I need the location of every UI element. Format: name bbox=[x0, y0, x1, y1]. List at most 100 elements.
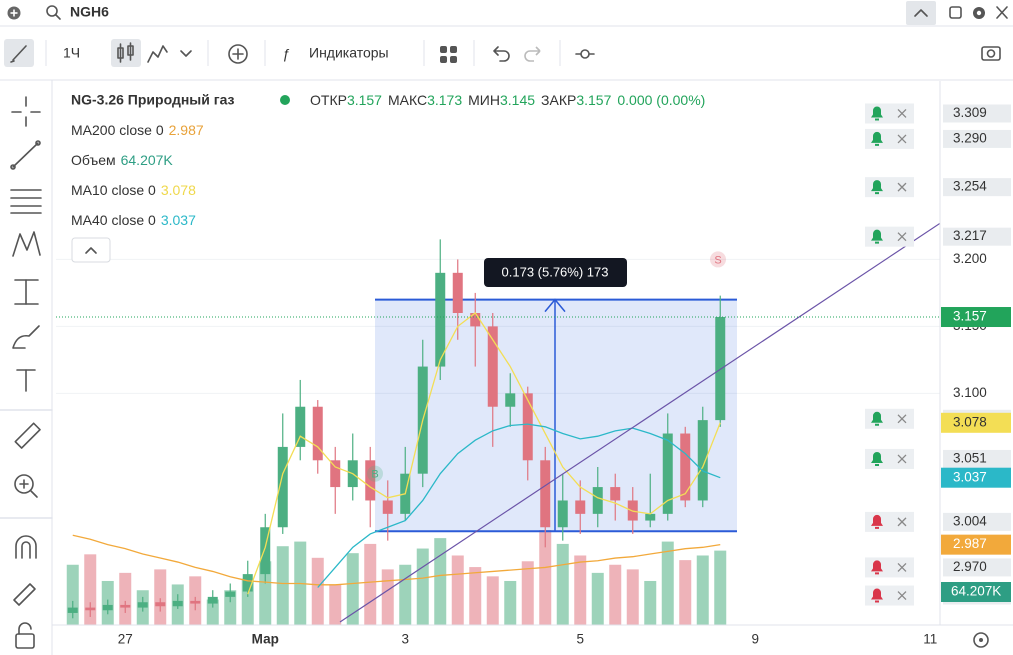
text-tool[interactable] bbox=[16, 369, 36, 392]
screenshot-button[interactable] bbox=[981, 46, 1001, 61]
trade-marker-label: S bbox=[714, 254, 721, 266]
alert-bg bbox=[865, 511, 914, 532]
volume-bar bbox=[626, 569, 639, 625]
volume-bar bbox=[486, 576, 499, 625]
keep-drawing-tool[interactable] bbox=[13, 583, 36, 606]
alert-controls[interactable] bbox=[865, 177, 914, 198]
candle-body bbox=[137, 602, 148, 608]
alert-remove bbox=[897, 182, 907, 192]
alert-bell bbox=[871, 560, 883, 575]
brush-tool[interactable] bbox=[12, 325, 40, 349]
alert-remove bbox=[897, 454, 907, 464]
alert-controls[interactable] bbox=[865, 448, 914, 469]
candle-body bbox=[522, 393, 533, 461]
alert-controls[interactable] bbox=[865, 103, 914, 124]
alert-controls[interactable] bbox=[865, 128, 914, 149]
settings-button[interactable] bbox=[973, 7, 985, 19]
interval-button[interactable]: 1Ч bbox=[63, 45, 80, 61]
x-tick-label: 11 bbox=[923, 632, 937, 647]
alert-remove bbox=[897, 562, 907, 572]
alert-bell bbox=[871, 229, 883, 244]
y-tick-label: 3.200 bbox=[953, 251, 987, 266]
ruler-tool[interactable] bbox=[14, 422, 41, 449]
measure-label-box bbox=[484, 258, 627, 287]
replay-button[interactable] bbox=[575, 49, 595, 59]
alert-controls[interactable] bbox=[865, 585, 914, 606]
chart-type-button[interactable] bbox=[147, 45, 168, 63]
x-tick-label: 3 bbox=[401, 632, 409, 647]
window-button[interactable] bbox=[949, 6, 962, 19]
fib-tool[interactable] bbox=[10, 189, 42, 214]
legend-value: 3.078 bbox=[161, 182, 196, 198]
volume-bar bbox=[521, 561, 534, 625]
volume-bar bbox=[539, 530, 552, 625]
pattern-tool[interactable] bbox=[12, 231, 41, 257]
legend-label: Объем bbox=[71, 152, 116, 168]
crosshair-tool[interactable] bbox=[11, 96, 41, 127]
alert-bell bbox=[871, 588, 883, 603]
volume-layer bbox=[66, 530, 727, 625]
magnet-tool[interactable] bbox=[15, 535, 37, 559]
symbol-input[interactable]: NGH6 bbox=[70, 4, 109, 20]
legend-volume: Объем 64.207K bbox=[71, 152, 173, 168]
drawing-tools bbox=[0, 96, 53, 649]
legend-label: MA40 close 0 bbox=[71, 212, 156, 228]
candle-body bbox=[67, 607, 78, 613]
alert-controls[interactable] bbox=[865, 511, 914, 532]
legend-label: MA10 close 0 bbox=[71, 182, 156, 198]
alert-controls[interactable] bbox=[865, 408, 914, 429]
alert-bell bbox=[871, 180, 883, 195]
ma-price-label-box bbox=[941, 534, 1011, 555]
candle-body bbox=[295, 406, 306, 447]
candle-body bbox=[557, 500, 568, 528]
ma-price-label-box bbox=[941, 467, 1011, 488]
alert-bg bbox=[865, 128, 914, 149]
candle-body bbox=[610, 487, 621, 501]
legend-ma40: MA40 close 0 3.037 bbox=[71, 212, 196, 228]
close-button[interactable] bbox=[996, 6, 1008, 19]
volume-bar bbox=[346, 553, 359, 625]
chart-title: NG-3.26 Природный газ bbox=[71, 92, 235, 108]
candle-body bbox=[190, 600, 201, 604]
legend-label: МАКС bbox=[388, 92, 427, 108]
alert-price-label: 3.309 bbox=[953, 105, 987, 120]
price-axis[interactable] bbox=[940, 81, 1013, 625]
ma-line bbox=[317, 423, 721, 588]
plot-area[interactable]: 0.173 (5.76%) 173 B S bbox=[56, 103, 942, 625]
volume-bar bbox=[591, 572, 604, 625]
volume-bar bbox=[329, 584, 342, 625]
undo-button[interactable] bbox=[493, 46, 510, 62]
trendline-tool[interactable] bbox=[10, 140, 41, 170]
lock-tool[interactable] bbox=[15, 622, 35, 649]
indicators-button[interactable]: Индикаторы bbox=[309, 45, 389, 61]
legend-value: 64.207K bbox=[121, 152, 174, 168]
layouts-button[interactable] bbox=[440, 46, 457, 63]
trade-marker bbox=[710, 251, 726, 268]
redo-button[interactable] bbox=[524, 46, 541, 62]
volume-bar bbox=[311, 557, 324, 625]
add-symbol-button[interactable] bbox=[7, 6, 21, 20]
top-bar bbox=[0, 0, 1013, 26]
legend-collapse-button[interactable] bbox=[71, 237, 111, 263]
volume-bar bbox=[399, 564, 412, 625]
volume-bar bbox=[679, 560, 692, 625]
candle-body bbox=[592, 487, 603, 514]
compare-button[interactable] bbox=[228, 44, 248, 64]
candle-body bbox=[172, 600, 183, 607]
volume-bar bbox=[224, 590, 237, 625]
zoom-tool[interactable] bbox=[14, 474, 38, 498]
ma-price-label: 3.037 bbox=[953, 469, 987, 484]
alert-controls[interactable] bbox=[865, 557, 914, 578]
projection-tool[interactable] bbox=[14, 279, 39, 305]
last-price-label: 3.157 bbox=[953, 309, 987, 324]
trend-line[interactable] bbox=[339, 222, 942, 623]
alert-controls[interactable] bbox=[865, 226, 914, 247]
chart-type-menu[interactable] bbox=[180, 50, 192, 57]
candle-body bbox=[452, 272, 463, 313]
volume-bar bbox=[154, 569, 167, 625]
legend-value: 3.157 bbox=[576, 92, 611, 108]
collapse-button[interactable] bbox=[906, 1, 936, 25]
candle-body bbox=[225, 591, 236, 597]
candles-button[interactable] bbox=[111, 39, 141, 67]
axis-settings-button[interactable] bbox=[973, 632, 989, 648]
